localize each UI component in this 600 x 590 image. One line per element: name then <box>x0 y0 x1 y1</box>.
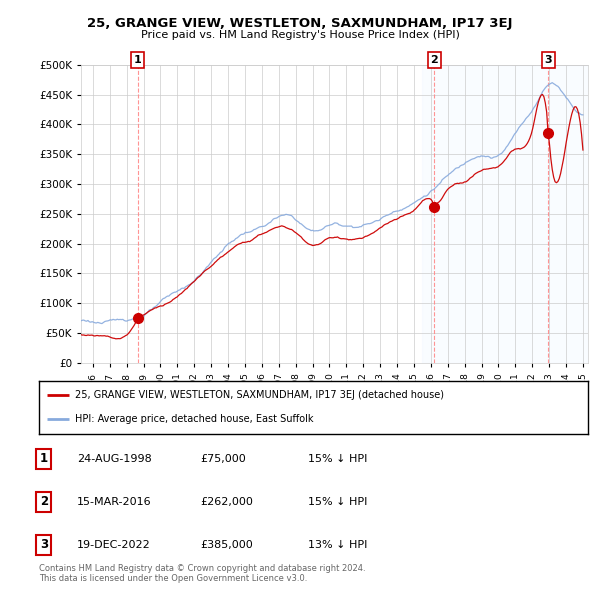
Text: 15% ↓ HPI: 15% ↓ HPI <box>308 454 367 464</box>
Text: 3: 3 <box>545 55 552 65</box>
Text: 15% ↓ HPI: 15% ↓ HPI <box>308 497 367 507</box>
Text: 25, GRANGE VIEW, WESTLETON, SAXMUNDHAM, IP17 3EJ (detached house): 25, GRANGE VIEW, WESTLETON, SAXMUNDHAM, … <box>74 390 443 400</box>
Text: 24-AUG-1998: 24-AUG-1998 <box>77 454 152 464</box>
Text: Contains HM Land Registry data © Crown copyright and database right 2024.
This d: Contains HM Land Registry data © Crown c… <box>39 563 365 583</box>
Text: 1: 1 <box>40 452 48 466</box>
Text: 2: 2 <box>431 55 438 65</box>
Text: 3: 3 <box>40 538 48 552</box>
Text: £262,000: £262,000 <box>200 497 253 507</box>
Text: £385,000: £385,000 <box>200 540 253 550</box>
Text: Price paid vs. HM Land Registry's House Price Index (HPI): Price paid vs. HM Land Registry's House … <box>140 30 460 40</box>
Text: HPI: Average price, detached house, East Suffolk: HPI: Average price, detached house, East… <box>74 414 313 424</box>
Bar <box>422 65 588 363</box>
Text: 19-DEC-2022: 19-DEC-2022 <box>77 540 151 550</box>
Text: 15-MAR-2016: 15-MAR-2016 <box>77 497 151 507</box>
Text: £75,000: £75,000 <box>200 454 245 464</box>
Text: 13% ↓ HPI: 13% ↓ HPI <box>308 540 367 550</box>
Text: 1: 1 <box>134 55 142 65</box>
Text: 2: 2 <box>40 495 48 509</box>
Text: 25, GRANGE VIEW, WESTLETON, SAXMUNDHAM, IP17 3EJ: 25, GRANGE VIEW, WESTLETON, SAXMUNDHAM, … <box>87 17 513 30</box>
